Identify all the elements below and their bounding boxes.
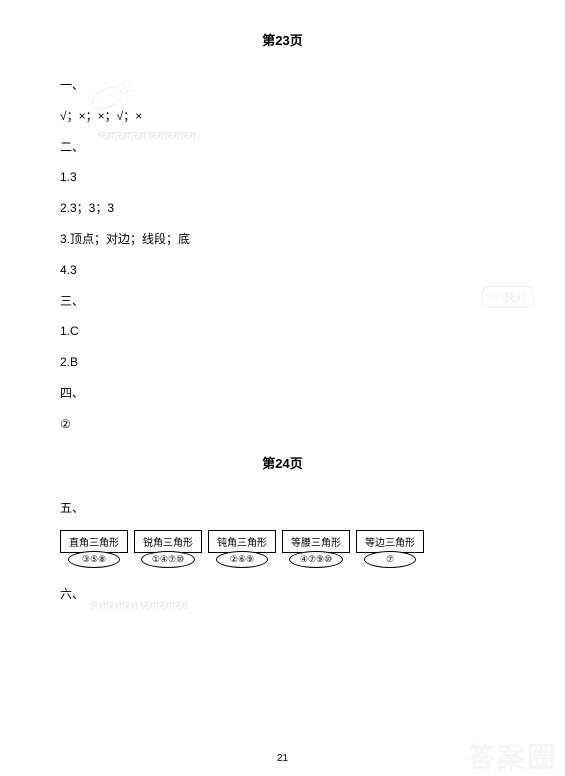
class-numbers: ⑦ — [364, 551, 416, 568]
answer-line: 1.C — [60, 323, 505, 340]
class-item: 等腰三角形 ④⑦⑨⑩ — [282, 530, 350, 568]
class-numbers: ③⑤⑧ — [68, 551, 120, 568]
class-label: 等腰三角形 — [282, 530, 350, 553]
answer-line: 1.3 — [60, 169, 505, 186]
answer-line: 2.3；3；3 — [60, 200, 505, 217]
class-numbers: ②⑥⑨ — [216, 551, 268, 568]
answer-line: 四、 — [60, 385, 505, 402]
class-label: 钝角三角形 — [208, 530, 276, 553]
watermark-kd-1: ④ 快对 — [481, 286, 535, 308]
carrot-watermark-icon — [85, 72, 140, 117]
answer-line: ② — [60, 416, 505, 433]
class-label: 等边三角形 — [356, 530, 424, 553]
class-item: 直角三角形 ③⑤⑧ — [60, 530, 128, 568]
page-title-23: 第23页 — [60, 30, 505, 49]
class-item: 钝角三角形 ②⑥⑨ — [208, 530, 276, 568]
class-item: 等边三角形 ⑦ — [356, 530, 424, 568]
answer-line: 二、 — [60, 139, 505, 156]
page-title-24: 第24页 — [60, 453, 505, 472]
answer-line: 三、 — [60, 293, 505, 310]
class-numbers: ①④⑦⑩ — [141, 551, 195, 568]
watermark-text-2: 快对快对快对 快对快对快对 — [90, 602, 188, 611]
corner-url-watermark: MXQE.COM — [493, 764, 559, 774]
answer-line: 2.B — [60, 354, 505, 371]
class-numbers: ④⑦⑨⑩ — [289, 551, 343, 568]
class-item: 锐角三角形 ①④⑦⑩ — [134, 530, 202, 568]
class-label: 直角三角形 — [60, 530, 128, 553]
answer-line: 4.3 — [60, 262, 505, 279]
class-label: 锐角三角形 — [134, 530, 202, 553]
triangle-classification: 直角三角形 ③⑤⑧ 锐角三角形 ①④⑦⑩ 钝角三角形 ②⑥⑨ 等腰三角形 ④⑦⑨… — [60, 530, 505, 568]
answer-line: 五、 — [60, 500, 505, 517]
answer-line: 3.顶点；对边；线段；底 — [60, 231, 505, 248]
watermark-text-1: 快对快对快对 快对快对快对 — [98, 132, 196, 141]
